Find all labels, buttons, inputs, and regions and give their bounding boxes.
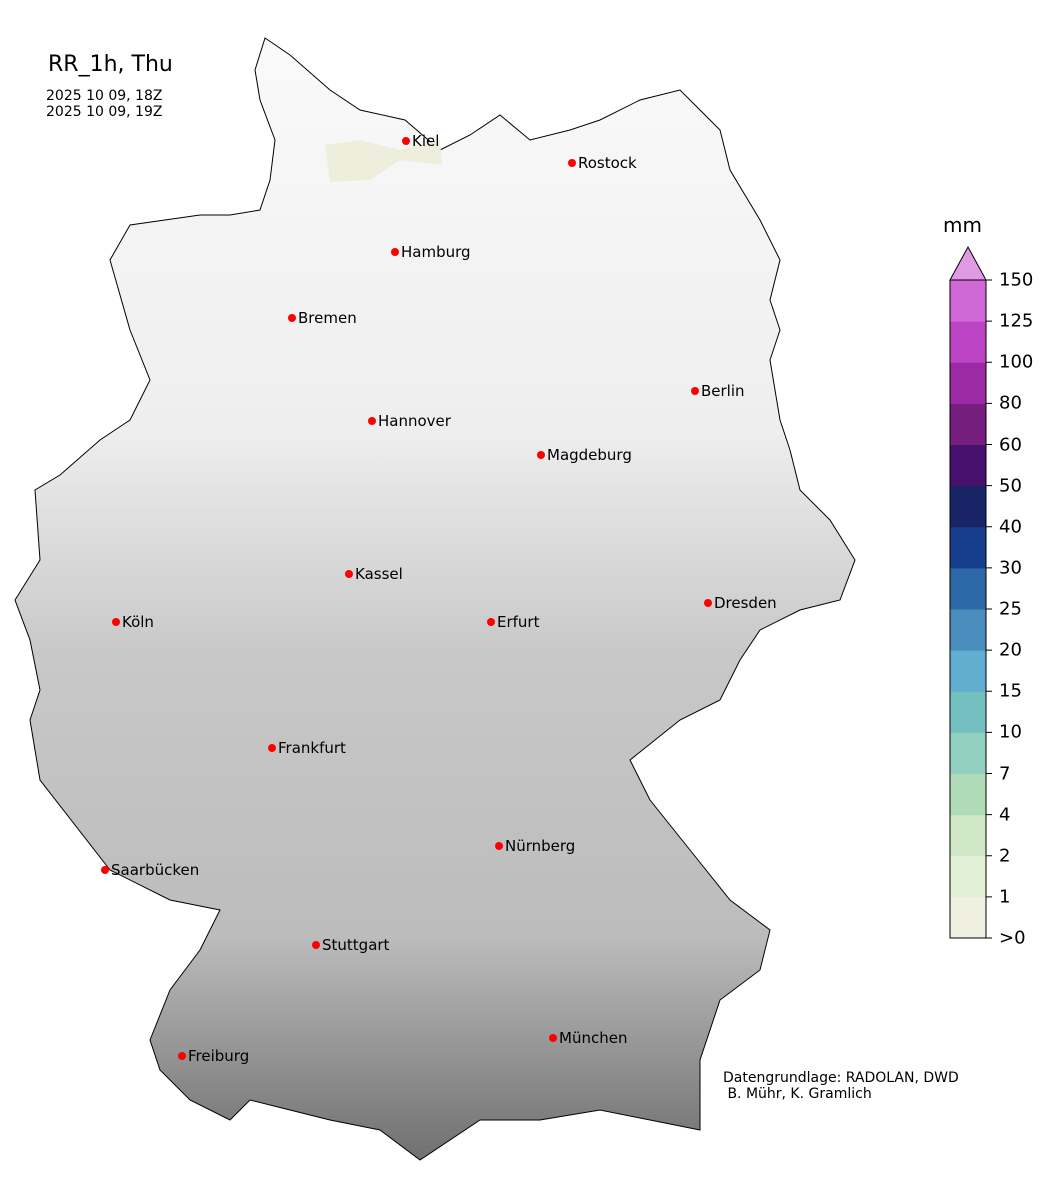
colorbar-swatch [950,814,986,857]
colorbar-swatch [950,280,986,322]
colorbar-tick-label: 20 [999,639,1022,661]
city-label: Hamburg [401,243,471,261]
city-label: Stuttgart [322,936,390,954]
colorbar-tick-label: 10 [999,721,1022,743]
colorbar-tick-label: 15 [999,680,1022,702]
precipitation-area [325,140,442,182]
city-marker [549,1034,557,1042]
colorbar-tick-label: 150 [999,269,1034,291]
city-label: Magdeburg [547,446,632,464]
colorbar-swatch [950,691,986,733]
colorbar-tick-label: 7 [999,763,1011,784]
colorbar-swatch [950,444,986,487]
city-marker [268,744,276,752]
city-marker [495,842,503,850]
colorbar-swatch [950,855,986,898]
colorbar-tick-label: 25 [999,598,1022,620]
city-label: Hannover [378,412,452,430]
colorbar-tick-label: 4 [999,804,1011,826]
colorbar-swatch [950,732,986,774]
colorbar-swatch [950,650,986,692]
colorbar-tick-label: 30 [999,557,1022,579]
city-label: Bremen [298,309,357,327]
city-label: Saarbücken [111,861,199,879]
city-marker [288,314,296,322]
valid-from: 2025 10 09, 18Z [46,88,163,104]
city-label: Frankfurt [278,739,346,757]
city-marker [178,1052,186,1060]
map-title: RR_1h, Thu [48,52,173,77]
colorbar-swatch [950,526,986,569]
colorbar-tick-label: 60 [999,434,1022,455]
city-label: Berlin [701,382,745,400]
city-label: Kassel [355,565,403,583]
city-label: Dresden [714,594,777,612]
city-marker [704,599,712,607]
city-label: Nürnberg [505,837,575,855]
colorbar-tick-label: 2 [999,845,1011,867]
colorbar-swatch [950,485,986,528]
colorbar-tick-label: 40 [999,516,1022,538]
city-marker [402,137,410,145]
city-label: Rostock [578,154,637,172]
city-marker [112,618,120,626]
city-marker [368,417,376,425]
colorbar-extend-arrow [949,245,987,281]
data-credit: Datengrundlage: RADOLAN, DWD B. Mühr, K.… [723,1070,959,1102]
city-marker [345,570,353,578]
colorbar-tick-label: >0 [999,927,1026,949]
city-marker [487,618,495,626]
city-label: Kiel [412,132,439,150]
city-label: Freiburg [188,1047,249,1065]
colorbar-tick-label: 50 [999,475,1022,497]
colorbar-swatch [950,362,986,404]
city-marker [537,451,545,459]
city-marker [101,866,109,874]
valid-to: 2025 10 09, 19Z [46,104,163,120]
colorbar-swatch [950,609,986,651]
city-label: Erfurt [497,613,540,631]
colorbar-tick-label: 125 [999,310,1034,332]
colorbar [949,245,992,939]
colorbar-swatch [950,321,986,363]
colorbar-swatch [950,567,986,610]
colorbar-unit: mm [943,213,982,237]
city-marker [568,159,576,167]
city-marker [312,941,320,949]
colorbar-tick-label: 80 [999,392,1022,414]
city-marker [391,248,399,256]
colorbar-swatch [950,403,986,445]
colorbar-swatch [950,773,986,816]
city-marker [691,387,699,395]
colorbar-swatch [950,896,986,939]
city-label: Köln [122,613,154,631]
colorbar-tick-label: 1 [999,886,1011,908]
germany-outline [14,37,856,1161]
colorbar-tick-label: 100 [999,351,1034,373]
city-label: München [559,1029,627,1047]
